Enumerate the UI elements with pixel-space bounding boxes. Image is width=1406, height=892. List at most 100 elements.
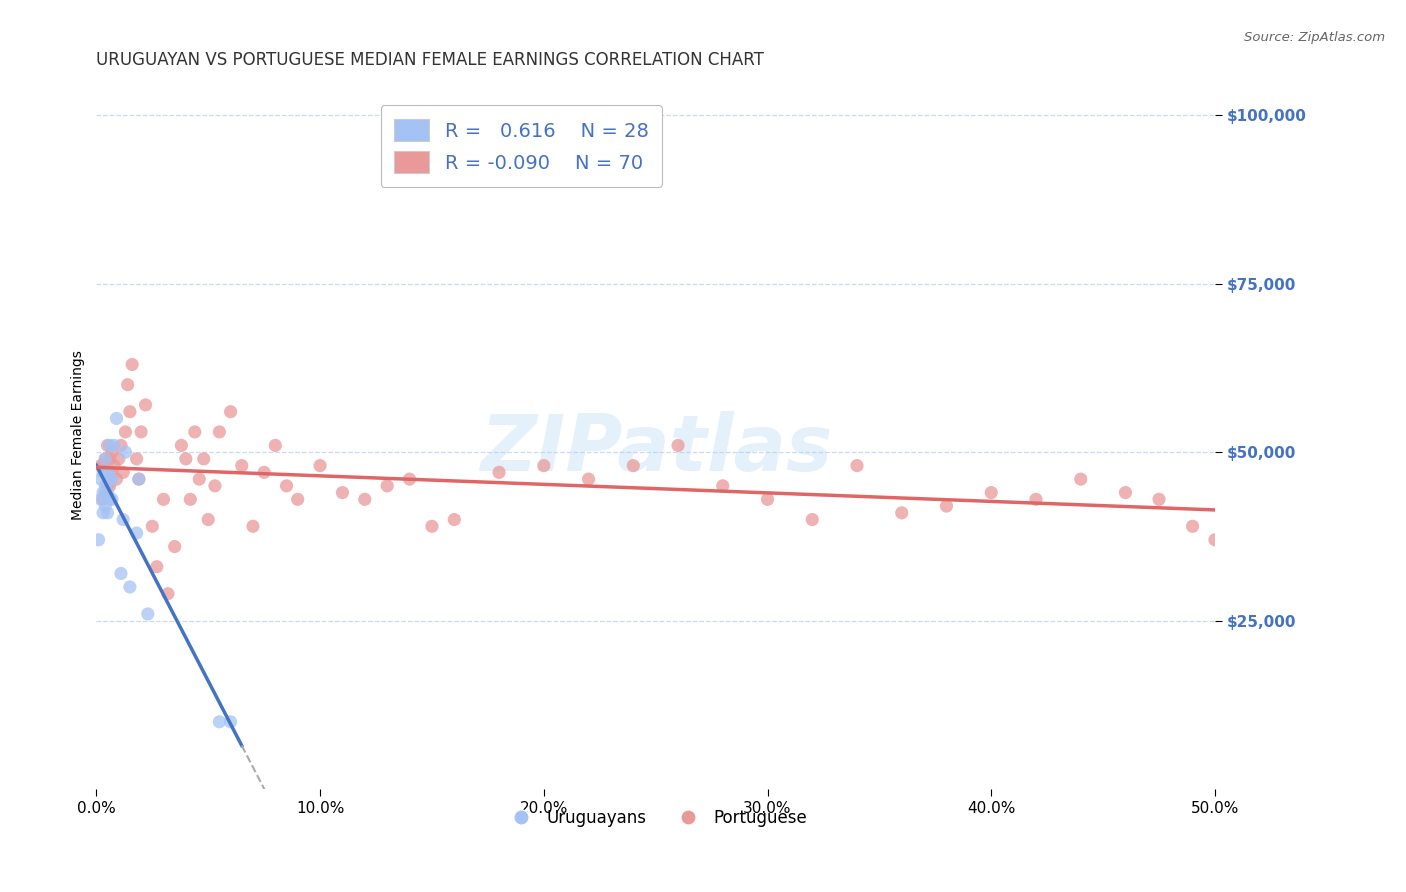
Point [101,445,124,459]
Point [112,512,135,526]
Point [103,438,125,452]
Point [287,492,309,507]
Point [179,492,201,507]
Point [253,466,276,480]
Point [1025,492,1047,507]
Point [231,458,253,473]
Point [488,466,510,480]
Point [890,506,912,520]
Point [96,438,118,452]
Point [208,425,231,439]
Point [197,512,219,526]
Point [353,492,375,507]
Point [533,458,555,473]
Point [332,485,354,500]
Point [98,472,121,486]
Point [208,714,231,729]
Point [163,540,186,554]
Point [90,472,112,486]
Point [87,533,110,547]
Point [90,458,112,473]
Point [91,466,114,480]
Point [846,458,869,473]
Point [128,472,150,486]
Point [1114,485,1136,500]
Point [114,445,136,459]
Point [101,472,124,486]
Legend: Uruguayans, Portuguese: Uruguayans, Portuguese [498,803,813,834]
Point [118,580,141,594]
Point [1147,492,1170,507]
Point [94,499,117,513]
Point [264,438,287,452]
Point [98,438,121,452]
Point [103,458,125,473]
Point [174,451,197,466]
Point [121,358,143,372]
Point [1181,519,1204,533]
Point [94,451,117,466]
Point [621,458,644,473]
Point [188,472,211,486]
Point [309,458,332,473]
Point [118,405,141,419]
Point [96,506,118,520]
Point [129,425,152,439]
Point [107,451,129,466]
Point [980,485,1002,500]
Point [204,479,226,493]
Point [219,714,242,729]
Text: URUGUAYAN VS PORTUGUESE MEDIAN FEMALE EARNINGS CORRELATION CHART: URUGUAYAN VS PORTUGUESE MEDIAN FEMALE EA… [97,51,765,69]
Point [184,425,207,439]
Point [276,479,298,493]
Point [193,451,215,466]
Point [443,512,465,526]
Point [1070,472,1092,486]
Point [125,451,148,466]
Point [96,466,118,480]
Point [105,472,128,486]
Point [398,472,420,486]
Point [756,492,779,507]
Point [135,398,157,412]
Point [112,466,135,480]
Point [91,506,114,520]
Point [375,479,398,493]
Point [156,587,179,601]
Point [242,519,264,533]
Point [91,492,114,507]
Point [110,566,132,581]
Point [90,492,112,507]
Point [136,607,159,621]
Y-axis label: Median Female Earnings: Median Female Earnings [72,351,86,520]
Point [420,519,443,533]
Point [101,466,124,480]
Point [94,451,117,466]
Point [935,499,957,513]
Point [91,458,114,473]
Point [98,451,121,466]
Point [711,479,734,493]
Text: ZIPatlas: ZIPatlas [479,411,832,487]
Point [801,512,824,526]
Point [578,472,600,486]
Point [98,479,121,493]
Point [96,485,118,500]
Point [117,377,139,392]
Point [170,438,193,452]
Point [128,472,150,486]
Point [101,492,124,507]
Point [125,526,148,541]
Point [110,438,132,452]
Point [91,485,114,500]
Point [152,492,174,507]
Point [105,411,128,425]
Point [141,519,163,533]
Point [219,405,242,419]
Point [96,479,118,493]
Point [666,438,689,452]
Point [114,425,136,439]
Point [98,492,121,507]
Point [1204,533,1226,547]
Point [145,559,167,574]
